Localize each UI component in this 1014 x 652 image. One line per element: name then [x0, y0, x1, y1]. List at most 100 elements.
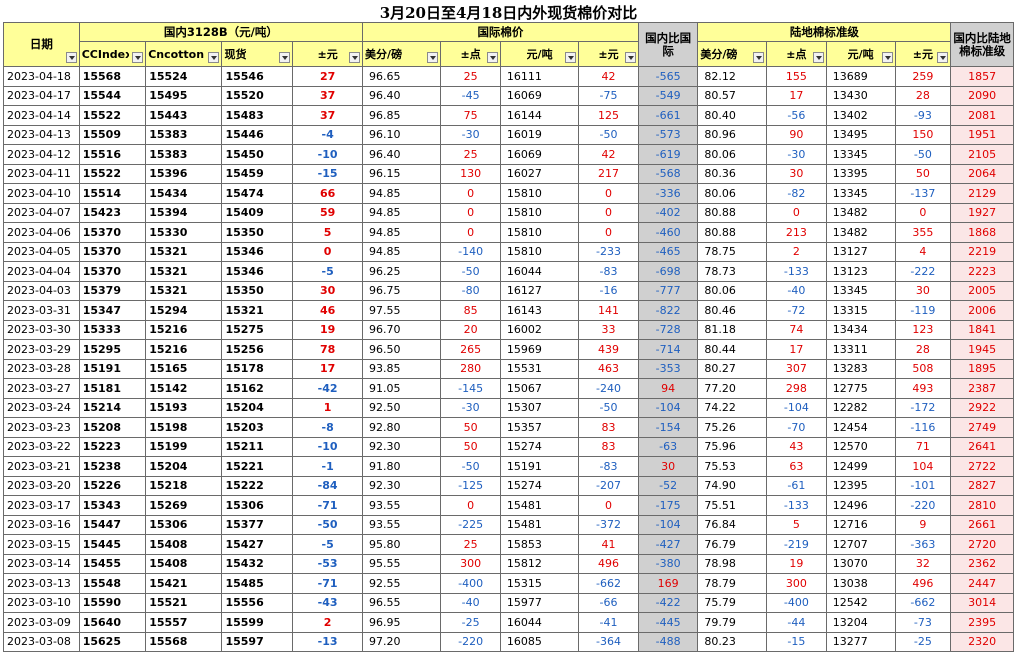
cell-cny1[interactable]: 15191: [499, 456, 580, 477]
header-cny2[interactable]: 元/吨: [825, 41, 896, 67]
cell-chg3[interactable]: -93: [894, 105, 952, 126]
cell-cmp1[interactable]: -777: [637, 280, 699, 301]
cell-cny1[interactable]: 16127: [499, 280, 580, 301]
cell-pts1[interactable]: 75: [440, 105, 501, 126]
cell-pts1[interactable]: 25: [440, 534, 501, 555]
cell-cmp2[interactable]: 2810: [950, 495, 1014, 516]
cell-chg2[interactable]: -41: [578, 612, 639, 633]
cell-cny1[interactable]: 15274: [499, 436, 580, 457]
cell-pts2[interactable]: -400: [766, 592, 827, 613]
cell-cmp2[interactable]: 2105: [950, 144, 1014, 165]
cell-pts2[interactable]: 298: [766, 378, 827, 399]
cell-ccindex[interactable]: 15238: [78, 456, 147, 477]
cell-pts2[interactable]: 19: [766, 553, 827, 574]
cell-chg3[interactable]: -222: [894, 261, 952, 282]
cell-cmp2[interactable]: 2722: [950, 456, 1014, 477]
cell-usd2[interactable]: 80.46: [697, 300, 768, 321]
cell-cncotton[interactable]: 15408: [145, 534, 223, 555]
cell-cmp2[interactable]: 2749: [950, 417, 1014, 438]
cell-usd1[interactable]: 92.80: [362, 417, 442, 438]
cell-cny1[interactable]: 15812: [499, 553, 580, 574]
cell-chg1[interactable]: 0: [292, 241, 364, 262]
cell-ccindex[interactable]: 15370: [78, 222, 147, 243]
cell-cny1[interactable]: 16143: [499, 300, 580, 321]
cell-chg2[interactable]: -16: [578, 280, 639, 301]
cell-date[interactable]: 2023-04-06: [3, 222, 80, 243]
cell-cncotton[interactable]: 15394: [145, 202, 223, 223]
cell-cny2[interactable]: 12282: [825, 397, 896, 418]
cell-chg3[interactable]: 50: [894, 163, 952, 184]
cell-spot[interactable]: 15346: [221, 241, 294, 262]
cell-pts1[interactable]: 20: [440, 319, 501, 340]
cell-cmp1[interactable]: -698: [637, 261, 699, 282]
cell-ccindex[interactable]: 15514: [78, 183, 147, 204]
cell-cmp1[interactable]: -104: [637, 397, 699, 418]
cell-cny1[interactable]: 15853: [499, 534, 580, 555]
cell-cmp2[interactable]: 2720: [950, 534, 1014, 555]
cell-cmp1[interactable]: -822: [637, 300, 699, 321]
cell-cncotton[interactable]: 15396: [145, 163, 223, 184]
cell-ccindex[interactable]: 15226: [78, 475, 147, 496]
cell-cny2[interactable]: 13402: [825, 105, 896, 126]
cell-cmp2[interactable]: 2641: [950, 436, 1014, 457]
cell-chg1[interactable]: 66: [292, 183, 364, 204]
cell-ccindex[interactable]: 15455: [78, 553, 147, 574]
cell-pts1[interactable]: -225: [440, 514, 501, 535]
cell-pts1[interactable]: 85: [440, 300, 501, 321]
cell-cny2[interactable]: 12499: [825, 456, 896, 477]
cell-cny2[interactable]: 13283: [825, 358, 896, 379]
cell-usd1[interactable]: 94.85: [362, 241, 442, 262]
cell-date[interactable]: 2023-03-09: [3, 612, 80, 633]
cell-spot[interactable]: 15350: [221, 280, 294, 301]
cell-cny2[interactable]: 12542: [825, 592, 896, 613]
cell-cncotton[interactable]: 15193: [145, 397, 223, 418]
cell-chg2[interactable]: 125: [578, 105, 639, 126]
cell-chg3[interactable]: 123: [894, 319, 952, 340]
cell-cmp2[interactable]: 1868: [950, 222, 1014, 243]
cell-usd2[interactable]: 78.73: [697, 261, 768, 282]
cell-cny2[interactable]: 13345: [825, 144, 896, 165]
cell-pts1[interactable]: -50: [440, 261, 501, 282]
cell-chg1[interactable]: 2: [292, 612, 364, 633]
cell-chg3[interactable]: 150: [894, 124, 952, 145]
cell-pts2[interactable]: -72: [766, 300, 827, 321]
cell-chg3[interactable]: 4: [894, 241, 952, 262]
cell-chg2[interactable]: -50: [578, 124, 639, 145]
cell-usd2[interactable]: 80.88: [697, 222, 768, 243]
cell-pts1[interactable]: 280: [440, 358, 501, 379]
cell-pts1[interactable]: -40: [440, 592, 501, 613]
cell-usd2[interactable]: 80.44: [697, 339, 768, 360]
cell-cncotton[interactable]: 15524: [145, 66, 223, 87]
cell-chg1[interactable]: -10: [292, 144, 364, 165]
cell-ccindex[interactable]: 15445: [78, 534, 147, 555]
cell-pts2[interactable]: 43: [766, 436, 827, 457]
cell-usd1[interactable]: 96.50: [362, 339, 442, 360]
header-usd1[interactable]: 美分/磅: [362, 41, 442, 67]
cell-cncotton[interactable]: 15383: [145, 144, 223, 165]
cell-cmp1[interactable]: -380: [637, 553, 699, 574]
cell-date[interactable]: 2023-04-07: [3, 202, 80, 223]
cell-cny2[interactable]: 13495: [825, 124, 896, 145]
cell-cncotton[interactable]: 15321: [145, 241, 223, 262]
cell-usd2[interactable]: 75.96: [697, 436, 768, 457]
cell-usd1[interactable]: 96.25: [362, 261, 442, 282]
cell-cncotton[interactable]: 15204: [145, 456, 223, 477]
cell-pts1[interactable]: 50: [440, 436, 501, 457]
cell-chg2[interactable]: -66: [578, 592, 639, 613]
cell-cncotton[interactable]: 15495: [145, 85, 223, 106]
cell-cmp2[interactable]: 1857: [950, 66, 1014, 87]
cell-usd1[interactable]: 92.50: [362, 397, 442, 418]
cell-usd2[interactable]: 80.96: [697, 124, 768, 145]
cell-spot[interactable]: 15306: [221, 495, 294, 516]
cell-cncotton[interactable]: 15216: [145, 319, 223, 340]
cell-date[interactable]: 2023-04-12: [3, 144, 80, 165]
cell-chg1[interactable]: -15: [292, 163, 364, 184]
cell-pts1[interactable]: 25: [440, 66, 501, 87]
cell-usd2[interactable]: 81.18: [697, 319, 768, 340]
filter-dropdown-icon[interactable]: [812, 52, 824, 63]
cell-ccindex[interactable]: 15223: [78, 436, 147, 457]
cell-date[interactable]: 2023-04-18: [3, 66, 80, 87]
cell-spot[interactable]: 15446: [221, 124, 294, 145]
cell-chg1[interactable]: -4: [292, 124, 364, 145]
cell-spot[interactable]: 15350: [221, 222, 294, 243]
